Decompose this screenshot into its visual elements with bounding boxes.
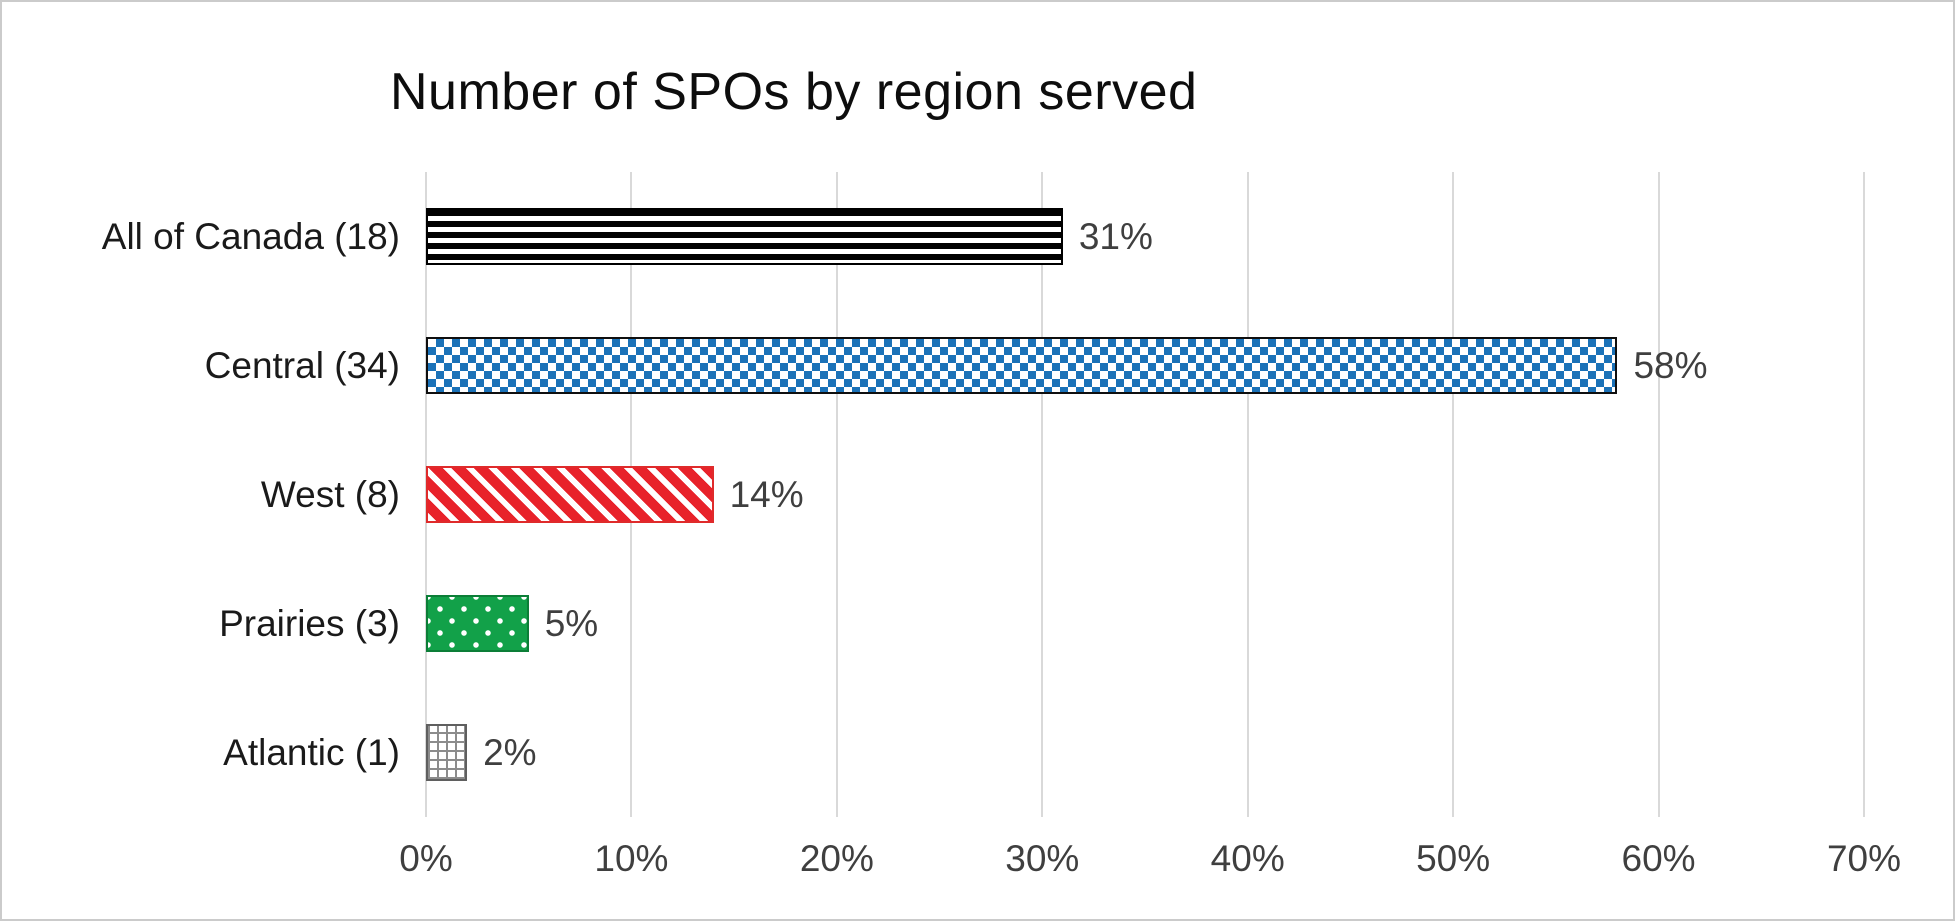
bar-prairies-3 [426,595,529,652]
bar-central-34 [426,337,1618,394]
category-label-atlantic-1: Atlantic (1) [223,731,400,773]
gridline [1246,172,1249,817]
gridline [1041,172,1044,817]
bar-atlantic-1 [426,724,468,781]
x-axis-tick-label: 70% [1826,838,1902,879]
value-label-prairies-3: 5% [544,603,599,644]
value-label-west-8: 14% [729,474,804,515]
x-axis: 0% 10% 20% 30% 40% 50% 60% 70% [399,838,1901,888]
chart-title: Number of SPOs by region served [390,63,1198,121]
bar-west-8 [426,466,714,523]
x-axis-tick-label: 0% [399,838,453,879]
category-label-central-34: Central (34) [204,344,400,386]
value-label-atlantic-1: 2% [483,732,537,773]
category-label-west-8: West (8) [260,473,400,515]
x-axis-tick-label: 40% [1210,838,1285,879]
plot-area: 31% 58% 14% 5% 2% [425,172,1865,817]
value-label-central-34: 58% [1633,345,1708,386]
gridline [835,172,838,817]
x-axis-tick-label: 20% [799,838,874,879]
value-label-all-of-canada-18: 31% [1078,216,1153,257]
x-axis-tick-label: 60% [1621,838,1696,879]
gridline [1657,172,1660,817]
category-label-prairies-3: Prairies (3) [219,602,400,644]
bar-all-of-canada-18 [426,208,1063,265]
category-label-all-of-canada-18: All of Canada (18) [101,215,400,257]
gridline [1863,172,1865,817]
x-axis-tick-label: 50% [1416,838,1491,879]
x-axis-tick-label: 10% [594,838,669,879]
x-axis-tick-label: 30% [1005,838,1080,879]
gridline [1452,172,1455,817]
